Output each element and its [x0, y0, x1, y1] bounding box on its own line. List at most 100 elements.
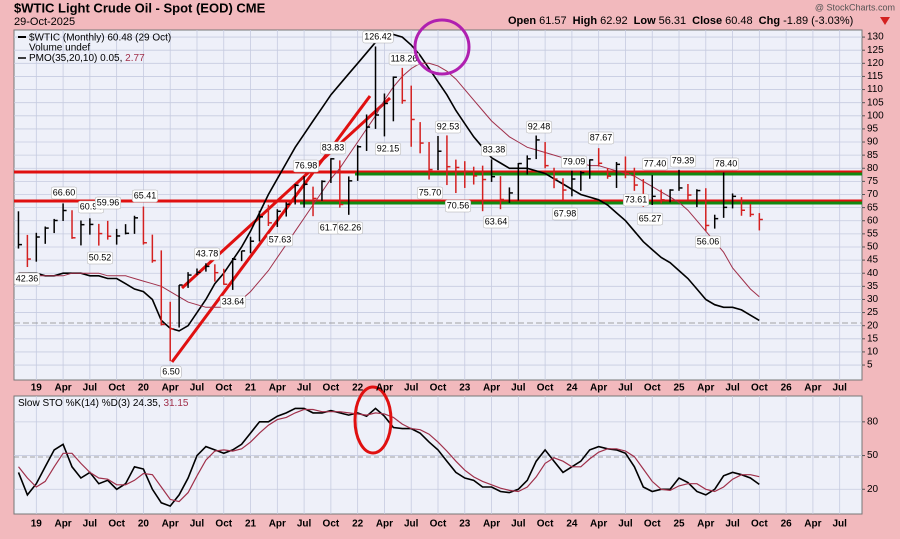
price-label: 6.50	[162, 366, 180, 376]
legend-entry: Volume undef	[29, 43, 90, 54]
x-tick-label: Apr	[269, 519, 286, 530]
x-tick-label: Apr	[590, 519, 607, 530]
price-label: 67.98	[554, 208, 577, 218]
y-tick-label: 10	[867, 347, 879, 358]
quote-label: Close	[692, 15, 722, 27]
price-label: 75.70	[419, 187, 442, 197]
x-tick-label: Jul	[725, 383, 740, 394]
x-tick-label: Apr	[162, 383, 179, 394]
price-label: 33.64	[222, 296, 245, 306]
quote-value: 60.48	[725, 15, 753, 27]
legend-text: Slow STO %K(14) %D(3) 24.35,	[18, 398, 161, 409]
x-tick-label: Apr	[590, 383, 607, 394]
y-tick-label: 50	[867, 450, 879, 461]
x-tick-label: Oct	[215, 383, 232, 394]
y-tick-label: 35	[867, 281, 879, 292]
x-tick-label: 24	[566, 519, 578, 530]
price-label-box	[266, 233, 294, 247]
price-label: 60.94	[80, 201, 103, 211]
price-label-box	[551, 207, 579, 221]
legend-text: PMO(35,20,10) 0.05,	[29, 53, 122, 64]
x-tick-label: 24	[566, 383, 578, 394]
x-tick-label: 22	[352, 383, 364, 394]
y-tick-label: 80	[867, 416, 879, 427]
price-label: 77.40	[644, 158, 667, 168]
price-label: 78.40	[715, 158, 738, 168]
price-label-box	[434, 120, 462, 134]
price-label-box	[712, 157, 740, 171]
y-tick-label: 15	[867, 333, 879, 344]
y-tick-label: 80	[867, 163, 879, 174]
highlight-circle	[413, 18, 471, 76]
x-tick-label: Jul	[511, 519, 526, 530]
x-tick-label: Oct	[430, 519, 447, 530]
x-tick-label: Apr	[376, 383, 393, 394]
x-tick-label: Apr	[54, 383, 71, 394]
price-label: 43.78	[196, 248, 219, 258]
price-label: 70.56	[447, 200, 470, 210]
x-tick-label: Oct	[644, 519, 661, 530]
price-label-box	[525, 120, 553, 134]
x-tick-label: Jul	[297, 383, 312, 394]
channel-upper	[170, 95, 372, 363]
price-label: 62.26	[339, 222, 362, 232]
x-tick-label: Apr	[804, 519, 821, 530]
x-tick-label: Jul	[83, 383, 98, 394]
overlay-line	[18, 62, 760, 308]
y-tick-label: 110	[867, 84, 883, 95]
price-label: 92.48	[528, 121, 551, 131]
sto-grid	[14, 396, 862, 514]
down-arrow	[880, 17, 890, 25]
price-label-box	[636, 212, 664, 226]
price-label: 79.09	[563, 156, 586, 166]
price-label-box	[374, 142, 402, 156]
price-label-box	[587, 131, 615, 145]
price-label-box	[219, 295, 247, 309]
price-label: 50.52	[89, 252, 112, 262]
price-label: 56.06	[697, 236, 720, 246]
y-tick-label: 120	[867, 58, 884, 69]
price-label-box	[482, 215, 510, 229]
x-tick-label: 23	[459, 519, 471, 530]
brand: @ StockCharts.com	[815, 2, 895, 12]
x-tick-label: 20	[138, 519, 150, 530]
price-label-box	[362, 30, 394, 44]
x-tick-label: Apr	[376, 519, 393, 530]
x-tick-label: Apr	[54, 519, 71, 530]
x-tick-label: Jul	[618, 519, 633, 530]
x-tick-label: Jul	[297, 519, 312, 530]
x-tick-label: Oct	[430, 383, 447, 394]
x-tick-label: 23	[459, 383, 471, 394]
y-tick-label: 75	[867, 176, 879, 187]
x-tick-label: Apr	[697, 383, 714, 394]
price-label: 42.36	[16, 273, 39, 283]
x-tick-label: Oct	[644, 383, 661, 394]
price-label: 92.15	[377, 143, 400, 153]
x-tick-label: Jul	[404, 383, 419, 394]
sto-line	[18, 408, 760, 503]
quote-value: 62.92	[600, 15, 628, 27]
y-tick-label: 5	[867, 360, 873, 371]
price-label-box	[336, 221, 364, 235]
quote-value: 61.57	[539, 15, 567, 27]
price-label-box	[160, 365, 182, 379]
price-label: 118.26	[391, 53, 418, 63]
x-tick-label: Apr	[162, 519, 179, 530]
quote-change-pct: (-3.03%)	[811, 15, 853, 27]
price-label: 92.53	[437, 121, 460, 131]
y-tick-label: 65	[867, 202, 879, 213]
y-tick-label: 115	[867, 71, 883, 82]
x-tick-label: 19	[31, 383, 43, 394]
x-tick-label: Apr	[483, 383, 500, 394]
x-tick-label: Oct	[323, 383, 340, 394]
price-label: 87.67	[590, 132, 613, 142]
x-tick-label: Oct	[215, 519, 232, 530]
x-tick-label: 19	[31, 519, 43, 530]
x-tick-label: Oct	[751, 383, 768, 394]
quote-value: 56.31	[659, 15, 687, 27]
quote-label: High	[573, 15, 598, 27]
x-tick-label: Jul	[190, 383, 205, 394]
x-tick-label: Jul	[83, 519, 98, 530]
y-tick-label: 55	[867, 229, 879, 240]
